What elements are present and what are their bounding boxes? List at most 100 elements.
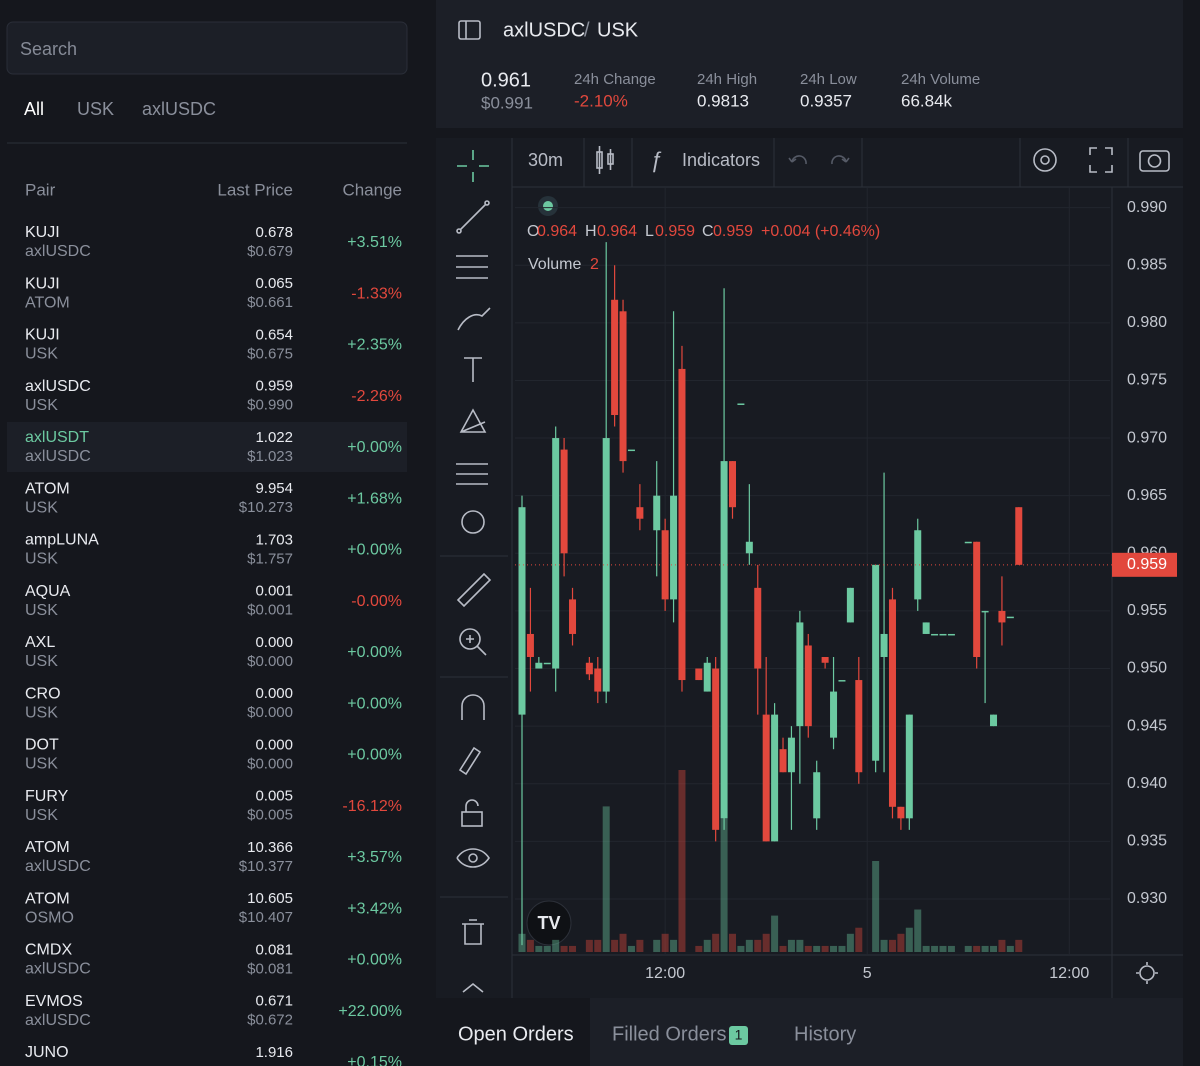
last-price: 0.000 bbox=[255, 634, 293, 651]
pair-base: CRO bbox=[25, 685, 61, 702]
candle-body bbox=[922, 622, 930, 634]
volume-bar bbox=[804, 945, 812, 952]
y-tick-label: 0.935 bbox=[1127, 833, 1167, 850]
last-price: 10.605 bbox=[247, 890, 293, 907]
volume-bar bbox=[552, 939, 560, 952]
y-tick-label: 0.930 bbox=[1127, 890, 1167, 907]
candle-body bbox=[653, 495, 661, 531]
candle-body bbox=[518, 507, 526, 715]
volume-bar bbox=[830, 945, 838, 952]
legend-value: 0.959 bbox=[713, 223, 753, 240]
candle-body bbox=[552, 438, 560, 669]
fullscreen-icon[interactable] bbox=[1089, 147, 1113, 173]
pair-quote: axlUSDC bbox=[25, 1012, 91, 1029]
last-price: 0.081 bbox=[255, 941, 293, 958]
candle-body bbox=[897, 806, 905, 819]
usd-price: $10.407 bbox=[239, 909, 293, 926]
y-tick-label: 0.970 bbox=[1127, 429, 1167, 446]
change: +1.68% bbox=[347, 490, 402, 507]
candle-body bbox=[535, 662, 543, 669]
filter-tab[interactable]: USK bbox=[77, 99, 114, 119]
pair-base: AQUA bbox=[25, 583, 71, 600]
candle-body bbox=[602, 438, 610, 692]
volume-bar bbox=[670, 939, 678, 952]
pair-quote: USK bbox=[25, 499, 58, 516]
settings-icon[interactable] bbox=[1033, 148, 1057, 172]
change: -16.12% bbox=[342, 798, 402, 815]
volume-bar bbox=[964, 945, 972, 952]
pair-quote: axlUSDC bbox=[25, 961, 91, 978]
quote-asset: USK bbox=[597, 19, 639, 41]
interval-button[interactable]: 30m bbox=[528, 150, 563, 170]
sidebar-icon[interactable] bbox=[458, 20, 481, 40]
pair-quote: USK bbox=[25, 346, 58, 363]
candle-body bbox=[804, 645, 812, 727]
volume-bar bbox=[661, 933, 669, 952]
tradingview-logo-text: TV bbox=[537, 913, 560, 933]
change: -1.33% bbox=[351, 285, 402, 302]
volume-value: 2 bbox=[590, 256, 599, 273]
last-price: 0.000 bbox=[255, 736, 293, 753]
candle-type-icon[interactable] bbox=[596, 146, 614, 174]
volume-bar bbox=[535, 945, 543, 952]
indicator-dot bbox=[543, 201, 553, 211]
volume-bar bbox=[695, 945, 703, 952]
pair-base: axlUSDT bbox=[25, 429, 89, 446]
y-tick-label: 0.980 bbox=[1127, 314, 1167, 331]
undo-redo-icons[interactable] bbox=[788, 155, 850, 165]
pair-base: FURY bbox=[25, 788, 69, 805]
volume-bar bbox=[880, 939, 888, 952]
time-zone-icon[interactable] bbox=[1136, 962, 1158, 984]
change: +22.00% bbox=[338, 1003, 402, 1020]
filter-tab[interactable]: axlUSDC bbox=[142, 99, 216, 119]
y-tick-label: 0.990 bbox=[1127, 199, 1167, 216]
legend-value: 0.964 bbox=[597, 223, 637, 240]
pair-base: KUJI bbox=[25, 327, 60, 344]
volume-bar bbox=[712, 933, 720, 952]
active-tab bbox=[436, 998, 590, 1066]
volume-bar bbox=[905, 927, 913, 952]
candle-body bbox=[846, 587, 854, 623]
candle-body bbox=[872, 564, 880, 761]
chart-panel bbox=[436, 138, 1183, 998]
candle-body bbox=[754, 587, 762, 669]
change: +3.57% bbox=[347, 849, 402, 866]
tab[interactable]: History bbox=[794, 1023, 856, 1045]
volume-bar bbox=[998, 939, 1006, 952]
indicators-button[interactable]: Indicators bbox=[682, 150, 760, 170]
last-price: 10.366 bbox=[247, 839, 293, 856]
change: +0.15% bbox=[347, 1054, 402, 1066]
volume-bar bbox=[897, 933, 905, 952]
filter-tab[interactable]: All bbox=[24, 99, 44, 119]
y-tick-label: 0.950 bbox=[1127, 660, 1167, 677]
candle-body bbox=[914, 530, 922, 600]
usd-price: $1.023 bbox=[247, 448, 293, 465]
candle-body bbox=[737, 403, 745, 405]
badge-count: 1 bbox=[735, 1027, 743, 1043]
pair-quote: axlUSDC bbox=[25, 243, 91, 260]
drawing-tools[interactable] bbox=[456, 150, 492, 993]
volume-bar bbox=[627, 945, 635, 952]
candle-body bbox=[661, 530, 669, 600]
usd-price: $1.757 bbox=[247, 550, 293, 567]
pair-quote: USK bbox=[25, 704, 58, 721]
change: +0.00% bbox=[347, 952, 402, 969]
volume-bar bbox=[872, 861, 880, 952]
stat-label: 24h Change bbox=[574, 71, 656, 88]
search-box[interactable] bbox=[6, 21, 408, 75]
pair-base: KUJI bbox=[25, 224, 60, 241]
volume-bar bbox=[787, 939, 795, 952]
volume-bar bbox=[602, 806, 610, 952]
screenshot-icon[interactable] bbox=[1139, 150, 1170, 172]
candle-body bbox=[720, 461, 728, 819]
tab[interactable]: Open Orders bbox=[458, 1023, 574, 1045]
candle-body bbox=[947, 633, 955, 636]
candle-body bbox=[981, 610, 989, 613]
last-price: 1.022 bbox=[255, 429, 293, 446]
y-tick-label: 0.945 bbox=[1127, 717, 1167, 734]
market-price: 0.961 bbox=[481, 69, 531, 91]
tab[interactable]: Filled Orders bbox=[612, 1023, 726, 1045]
volume-bar bbox=[990, 945, 998, 952]
pair-quote: OSMO bbox=[25, 909, 74, 926]
row-highlight bbox=[7, 422, 407, 472]
